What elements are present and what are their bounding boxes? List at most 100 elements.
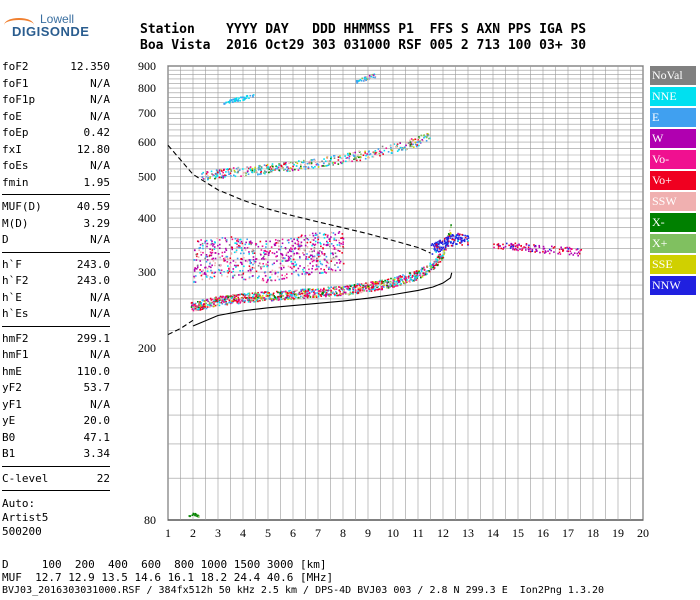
echo-point [333, 292, 335, 294]
echo-point [342, 241, 344, 243]
echo-point [384, 279, 386, 282]
echo-point [234, 98, 237, 100]
echo-point [439, 258, 442, 261]
echo-point [416, 141, 419, 144]
echo-point [273, 252, 276, 255]
echo-point [204, 242, 206, 244]
echo-point [285, 292, 288, 294]
echo-point [257, 294, 259, 297]
x-tick-label: 2 [190, 526, 196, 540]
echo-point [212, 245, 214, 247]
echo-point [352, 154, 355, 156]
echo-point [290, 260, 293, 263]
echo-point [533, 245, 536, 248]
echo-point [246, 170, 249, 173]
echo-point [441, 247, 444, 250]
param-value: 299.1 [76, 331, 110, 345]
echo-point [416, 275, 418, 278]
echo-point [416, 144, 419, 146]
echo-point [277, 242, 280, 245]
echo-point [291, 293, 294, 296]
echo-point [224, 297, 226, 300]
echo-point [460, 241, 463, 243]
echo-point [326, 236, 329, 238]
echo-point [216, 300, 219, 303]
echo-point [436, 248, 439, 250]
echo-point [227, 295, 229, 298]
echo-point [269, 250, 271, 252]
echo-point [430, 264, 433, 266]
echo-point [439, 241, 442, 244]
echo-point [447, 242, 449, 244]
echo-point [520, 244, 522, 247]
echo-point [216, 237, 218, 240]
echo-point [235, 297, 237, 300]
echo-point [253, 171, 256, 173]
echo-point [281, 278, 283, 280]
echo-point [290, 255, 292, 257]
echo-point [521, 249, 523, 251]
echo-point [224, 247, 227, 250]
echo-point [300, 167, 303, 170]
echo-point [269, 166, 272, 168]
echo-point [335, 248, 338, 250]
echo-point [251, 248, 254, 251]
echo-point [442, 256, 444, 259]
echo-point [283, 277, 286, 280]
echo-point [222, 299, 224, 302]
echo-point [303, 239, 306, 241]
echo-point [267, 292, 269, 295]
echo-point [410, 143, 413, 146]
echo-point [199, 251, 202, 254]
echo-point [311, 260, 314, 263]
echo-point [261, 297, 264, 300]
echo-point [447, 235, 449, 237]
echo-point [517, 243, 520, 246]
echo-point [367, 286, 369, 289]
echo-point [259, 299, 261, 302]
echo-point [313, 292, 316, 295]
echo-point [316, 268, 318, 270]
echo-point [322, 247, 324, 249]
param-row: B1 3.34 [2, 446, 110, 463]
echo-point [378, 288, 381, 290]
echo-point [294, 168, 296, 171]
echo-point [210, 299, 213, 301]
echo-point [260, 253, 262, 256]
echo-point [406, 279, 408, 281]
echo-point [399, 275, 402, 277]
echo-point [402, 147, 405, 150]
echo-point [218, 304, 221, 307]
echo-point [405, 281, 408, 284]
echo-point [240, 293, 243, 296]
echo-point [341, 236, 344, 239]
echo-point [323, 158, 325, 160]
echo-point [409, 276, 412, 279]
echo-point [508, 244, 510, 247]
param-row: hmE 110.0 [2, 364, 110, 381]
echo-point [294, 242, 296, 245]
echo-point [237, 296, 240, 299]
echo-point [203, 305, 205, 308]
echo-point [238, 246, 240, 249]
echo-point [228, 168, 231, 170]
echo-point [348, 159, 351, 161]
param-row: C-level 22 [2, 471, 110, 488]
echo-point [319, 294, 322, 296]
echo-point [308, 234, 311, 237]
echo-point [205, 273, 207, 276]
echo-point [433, 261, 436, 264]
echo-point [293, 265, 295, 268]
echo-point [321, 252, 324, 255]
x-tick-label: 17 [562, 526, 574, 540]
echo-point [324, 160, 327, 163]
echo-point [313, 296, 316, 298]
echo-point [260, 173, 262, 175]
echo-point [312, 288, 315, 291]
direction-legend: NoVal NNE E W Vo- Vo+ SSW X- X+ SSE NNW [650, 66, 696, 297]
echo-point [279, 293, 281, 295]
echo-point [416, 274, 419, 276]
echo-point [314, 294, 317, 296]
echo-point [235, 167, 238, 170]
auto-line: 500200 [2, 525, 42, 538]
